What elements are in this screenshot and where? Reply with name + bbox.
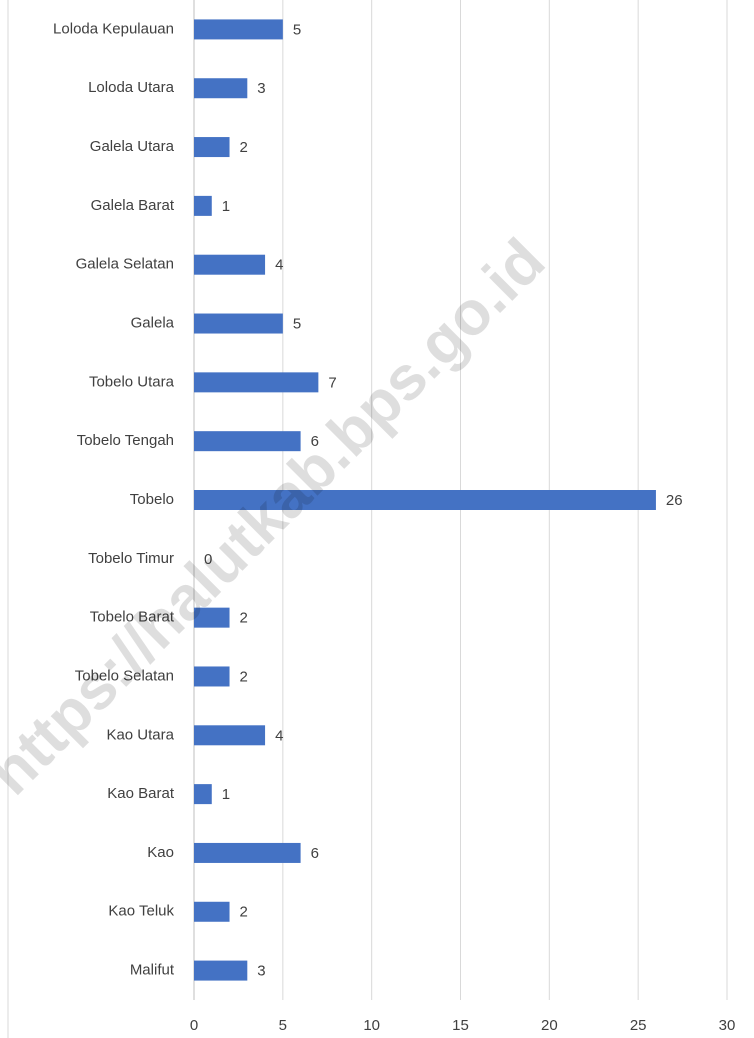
data-label: 6 xyxy=(311,433,319,450)
x-tick-label: 10 xyxy=(363,1017,380,1034)
y-tick-label: Galela xyxy=(131,314,175,331)
bar xyxy=(194,372,319,393)
x-tick-label: 30 xyxy=(719,1017,736,1034)
data-label: 5 xyxy=(293,21,301,38)
y-tick-label: Loloda Utara xyxy=(88,79,175,96)
bar xyxy=(194,137,230,158)
bar xyxy=(194,19,283,40)
y-tick-label: Tobelo Barat xyxy=(90,609,175,626)
bar xyxy=(194,784,212,805)
y-tick-label: Tobelo Tengah xyxy=(77,432,174,449)
y-tick-label: Tobelo Utara xyxy=(89,373,175,390)
data-label: 0 xyxy=(204,551,212,568)
bar xyxy=(194,490,656,510)
bar xyxy=(194,725,266,746)
y-tick-label: Kao xyxy=(147,844,174,861)
bar xyxy=(194,431,301,452)
x-tick-label: 25 xyxy=(630,1017,647,1034)
data-label: 3 xyxy=(257,80,265,97)
y-tick-label: Kao Barat xyxy=(107,785,175,802)
data-label: 7 xyxy=(328,374,336,391)
watermark: https://halutkab.bps.go.id xyxy=(0,226,558,808)
data-label: 1 xyxy=(222,786,230,803)
x-tick-label: 15 xyxy=(452,1017,469,1034)
data-label: 6 xyxy=(311,845,319,862)
x-tick-label: 0 xyxy=(190,1017,198,1034)
bar xyxy=(194,607,230,628)
data-label: 4 xyxy=(275,727,283,744)
data-label: 2 xyxy=(240,668,248,685)
data-label: 2 xyxy=(240,904,248,921)
x-tick-label: 20 xyxy=(541,1017,558,1034)
bar xyxy=(194,901,230,922)
data-label: 2 xyxy=(240,139,248,156)
y-tick-label: Tobelo Selatan xyxy=(75,667,174,684)
y-tick-label: Galela Utara xyxy=(90,138,175,155)
x-tick-label: 5 xyxy=(279,1017,287,1034)
data-label: 3 xyxy=(257,963,265,980)
bar xyxy=(194,666,230,687)
bar xyxy=(194,842,301,863)
y-tick-label: Kao Utara xyxy=(106,726,174,743)
bar xyxy=(194,195,212,216)
y-tick-label: Galela Selatan xyxy=(76,256,174,273)
y-tick-label: Tobelo xyxy=(130,491,174,508)
y-tick-label: Loloda Kepulauan xyxy=(53,20,174,37)
data-label: 2 xyxy=(240,610,248,627)
y-tick-label: Galela Barat xyxy=(91,197,175,214)
bar xyxy=(194,254,266,275)
data-label: 5 xyxy=(293,315,301,332)
data-label: 1 xyxy=(222,198,230,215)
y-tick-label: Malifut xyxy=(130,962,175,979)
bar xyxy=(194,78,248,99)
y-tick-label: Kao Teluk xyxy=(108,903,174,920)
data-label: 4 xyxy=(275,257,283,274)
data-label: 26 xyxy=(666,492,683,509)
bar xyxy=(194,960,248,981)
y-tick-label: Tobelo Timur xyxy=(88,550,174,567)
bar xyxy=(194,313,283,334)
